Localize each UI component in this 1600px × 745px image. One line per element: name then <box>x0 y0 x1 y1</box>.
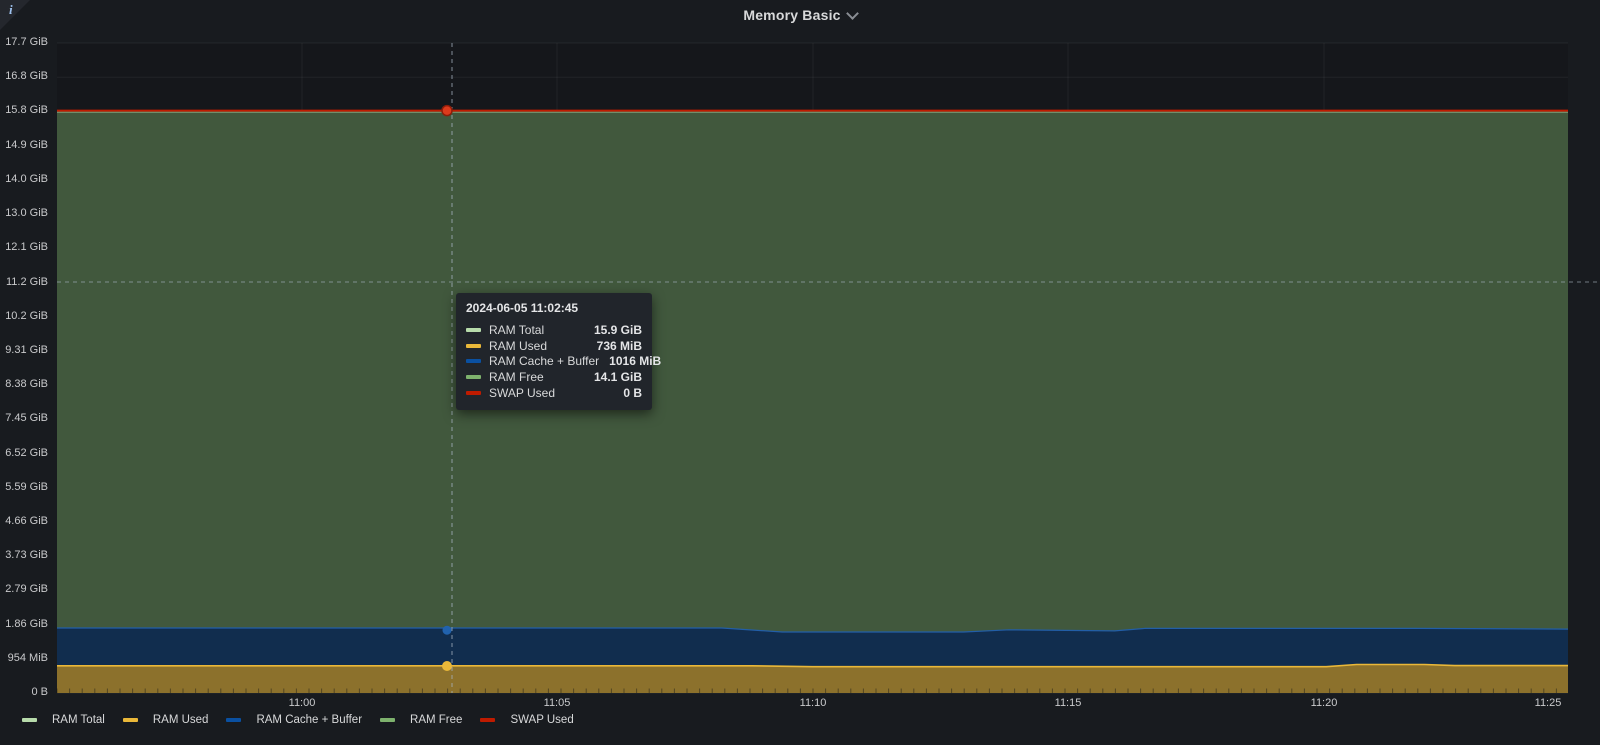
legend-swatch-ram-free <box>380 718 395 722</box>
area-ram-free <box>57 111 1568 632</box>
x-axis-label: 11:10 <box>800 697 827 709</box>
y-axis-label: 12.1 GiB <box>0 241 48 253</box>
legend-label: RAM Used <box>153 714 209 726</box>
y-axis-label: 7.45 GiB <box>0 412 48 424</box>
legend-swatch-swap-used <box>480 718 495 722</box>
series-swatch-ram-total <box>466 328 481 332</box>
tooltip-series-label: RAM Used <box>489 339 597 353</box>
panel-header-menu[interactable]: Memory Basic <box>0 0 1600 30</box>
legend-label: RAM Cache + Buffer <box>256 714 362 726</box>
panel-info-corner[interactable] <box>0 0 30 30</box>
tooltip-series-label: RAM Cache + Buffer <box>489 354 609 368</box>
y-axis-label: 5.59 GiB <box>0 481 48 493</box>
legend-item-ram-cache[interactable]: RAM Cache + Buffer <box>226 714 362 726</box>
y-axis-label: 2.79 GiB <box>0 583 48 595</box>
series-swatch-swap-used <box>466 391 481 395</box>
tooltip-series-value: 736 MiB <box>597 339 642 353</box>
tooltip-series-label: SWAP Used <box>489 386 623 400</box>
hover-point-swap-used <box>442 106 452 116</box>
tooltip-row: RAM Cache + Buffer 1016 MiB <box>466 354 642 370</box>
series-swatch-ram-cache <box>466 359 481 363</box>
x-axis-label: 11:05 <box>544 697 571 709</box>
tooltip-series-label: RAM Free <box>489 370 594 384</box>
y-axis-label: 6.52 GiB <box>0 447 48 459</box>
legend-swatch-ram-cache <box>226 718 241 722</box>
tooltip-row: RAM Used 736 MiB <box>466 338 642 354</box>
legend-item-swap-used[interactable]: SWAP Used <box>480 714 573 726</box>
y-axis-label: 14.9 GiB <box>0 139 48 151</box>
y-axis-label: 17.7 GiB <box>0 36 48 48</box>
x-axis-label: 11:25 <box>1535 697 1562 709</box>
legend-item-ram-used[interactable]: RAM Used <box>123 714 209 726</box>
hover-point-ram-used <box>442 661 452 671</box>
tooltip-series-value: 14.1 GiB <box>594 370 642 384</box>
legend-label: RAM Free <box>410 714 462 726</box>
y-axis-label: 9.31 GiB <box>0 344 48 356</box>
tooltip-series-value: 15.9 GiB <box>594 323 642 337</box>
y-axis-label: 11.2 GiB <box>0 276 48 288</box>
x-axis-label: 11:15 <box>1055 697 1082 709</box>
series-swatch-ram-used <box>466 344 481 348</box>
legend-item-ram-free[interactable]: RAM Free <box>380 714 462 726</box>
y-axis-label: 8.38 GiB <box>0 378 48 390</box>
tooltip-series-value: 1016 MiB <box>609 354 661 368</box>
y-axis-label: 954 MiB <box>0 652 48 664</box>
hover-point-ram-cache <box>443 626 452 635</box>
area-ram-cache <box>57 628 1568 667</box>
legend-item-ram-total[interactable]: RAM Total <box>22 714 105 726</box>
y-axis-label: 13.0 GiB <box>0 207 48 219</box>
panel-title: Memory Basic <box>743 7 840 23</box>
y-axis-label: 1.86 GiB <box>0 618 48 630</box>
legend-label: SWAP Used <box>510 714 573 726</box>
tooltip-timestamp: 2024-06-05 11:02:45 <box>466 301 642 315</box>
y-axis-label: 15.8 GiB <box>0 104 48 116</box>
y-axis-label: 16.8 GiB <box>0 70 48 82</box>
series-swatch-ram-free <box>466 375 481 379</box>
legend-label: RAM Total <box>52 714 105 726</box>
tooltip-row: SWAP Used 0 B <box>466 385 642 401</box>
y-axis-label: 14.0 GiB <box>0 173 48 185</box>
x-axis-label: 11:20 <box>1311 697 1338 709</box>
y-axis-label: 0 B <box>0 686 48 698</box>
tooltip-series-label: RAM Total <box>489 323 594 337</box>
tooltip-row: RAM Total 15.9 GiB <box>466 322 642 338</box>
chevron-down-icon <box>846 7 859 20</box>
tooltip-series-value: 0 B <box>623 386 642 400</box>
y-axis-label: 10.2 GiB <box>0 310 48 322</box>
tooltip-row: RAM Free 14.1 GiB <box>466 369 642 385</box>
chart-tooltip: 2024-06-05 11:02:45 RAM Total 15.9 GiB R… <box>456 293 652 410</box>
info-icon[interactable]: i <box>9 2 13 18</box>
x-axis-label: 11:00 <box>289 697 316 709</box>
chart-legend: RAM Total RAM Used RAM Cache + Buffer RA… <box>22 714 574 726</box>
y-axis-label: 4.66 GiB <box>0 515 48 527</box>
y-axis-label: 3.73 GiB <box>0 549 48 561</box>
legend-swatch-ram-used <box>123 718 138 722</box>
legend-swatch-ram-total <box>22 718 37 722</box>
